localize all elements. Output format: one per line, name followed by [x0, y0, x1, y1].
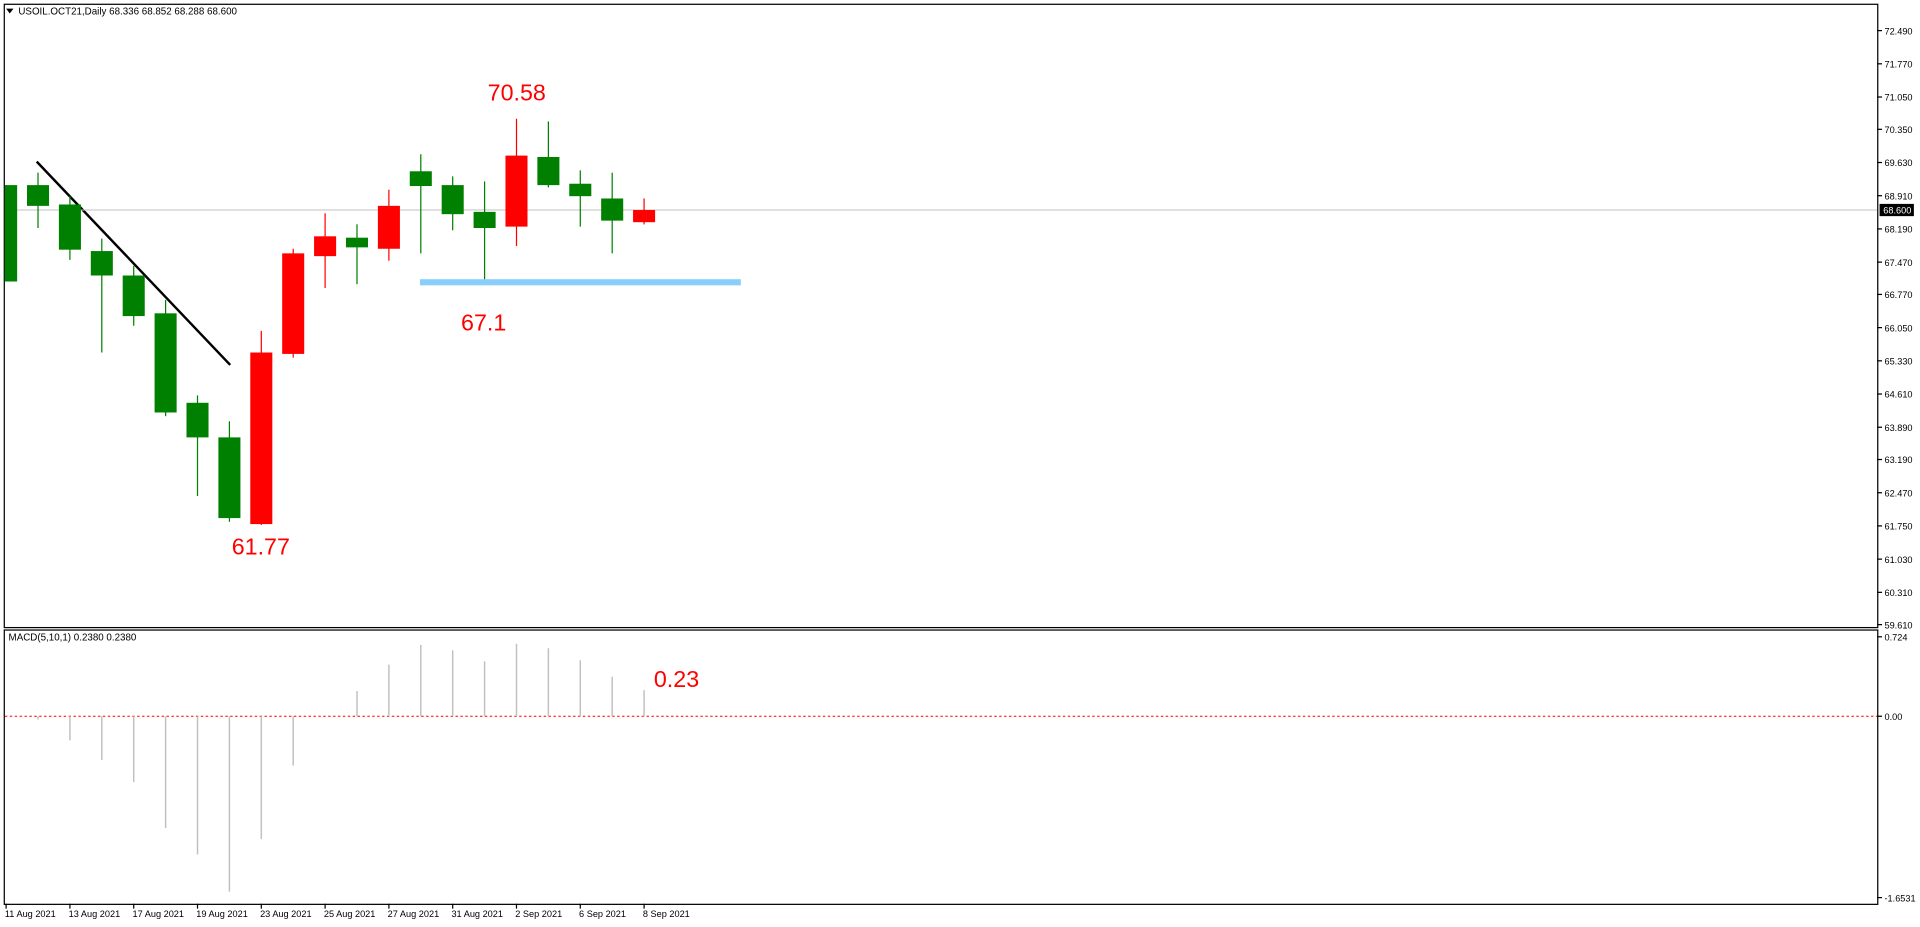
x-tick-label: 25 Aug 2021 [324, 909, 376, 919]
support-line [420, 279, 741, 286]
current-price-label: 68.600 [1883, 206, 1911, 216]
candle-body [90, 251, 113, 276]
annotation: 61.77 [232, 534, 290, 560]
trend-line [35, 160, 232, 366]
menu-triangle[interactable] [6, 8, 14, 14]
y-tick-label: 61.750 [1884, 522, 1912, 532]
x-tick-label: 23 Aug 2021 [260, 909, 312, 919]
price-panel [3, 3, 1879, 629]
candle-body [409, 171, 432, 187]
y-tick-label: 68.190 [1884, 225, 1912, 235]
candle-body [345, 237, 369, 248]
candle-body [569, 183, 592, 197]
x-tick-label: 11 Aug 2021 [5, 909, 56, 919]
macd-panel [3, 629, 1879, 905]
price-plot [4, 118, 1878, 526]
candle-body [473, 211, 496, 229]
y-tick-label: 72.490 [1884, 26, 1912, 36]
candle-body [314, 236, 337, 257]
candle-body [4, 185, 18, 282]
x-tick-label: 19 Aug 2021 [196, 909, 248, 919]
x-tick-label: 13 Aug 2021 [69, 909, 121, 919]
candle-body [58, 204, 81, 250]
axes: 72.490 71.770 71.050 70.350 69.630 68.910 68.1… [5, 26, 1916, 919]
y-tick-label: 70.350 [1884, 125, 1912, 135]
candle-body [122, 275, 145, 317]
y-tick-label: 66.050 [1884, 323, 1912, 333]
y-tick-label: 62.470 [1884, 488, 1912, 498]
candle-body [282, 253, 305, 354]
annotation: 67.1 [461, 310, 506, 336]
x-tick-label: 31 Aug 2021 [451, 909, 503, 919]
annotation: 70.58 [488, 79, 546, 105]
x-tick-label: 8 Sep 2021 [643, 909, 690, 919]
y-tick-label: 60.310 [1884, 588, 1912, 598]
annotation: 0.23 [654, 666, 699, 692]
candle-body [27, 185, 50, 206]
y-tick-label: -1.6531 [1884, 893, 1915, 903]
x-tick-label: 2 Sep 2021 [515, 909, 562, 919]
candle-body [186, 402, 209, 438]
current-price-box [1879, 203, 1914, 217]
y-tick-label: 61.030 [1884, 555, 1912, 565]
y-tick-label: 63.190 [1884, 455, 1912, 465]
y-tick-label: 59.610 [1884, 620, 1912, 630]
y-tick-label: 71.050 [1884, 93, 1912, 103]
x-tick-label: 17 Aug 2021 [132, 909, 184, 919]
candle-body [505, 155, 528, 227]
candle-body [601, 198, 624, 221]
y-tick-label: 69.630 [1884, 158, 1912, 168]
candle-body [250, 352, 273, 525]
y-tick-label: 67.470 [1884, 258, 1912, 268]
macd-plot [4, 643, 1878, 892]
y-tick-label: 63.890 [1884, 423, 1912, 433]
candle-body [154, 313, 177, 413]
y-tick-label: 0.724 [1884, 632, 1907, 642]
candle-body [441, 185, 464, 215]
candle-body [377, 205, 400, 249]
y-tick-label: 66.770 [1884, 290, 1912, 300]
x-tick-label: 6 Sep 2021 [579, 909, 626, 919]
candle-body [218, 437, 241, 519]
macd-title: MACD(5,10,1) 0.2380 0.2380 [9, 632, 137, 643]
candle-body [633, 210, 656, 223]
y-tick-label: 0.00 [1884, 712, 1902, 722]
x-tick-label: 27 Aug 2021 [388, 909, 440, 919]
candle-body [537, 156, 560, 186]
y-tick-label: 68.910 [1884, 191, 1912, 201]
y-tick-label: 65.330 [1884, 356, 1912, 366]
chart-title: USOIL.OCT21,Daily 68.336 68.852 68.288 6… [18, 7, 237, 18]
y-tick-label: 71.770 [1884, 59, 1912, 69]
y-tick-label: 64.610 [1884, 390, 1912, 400]
